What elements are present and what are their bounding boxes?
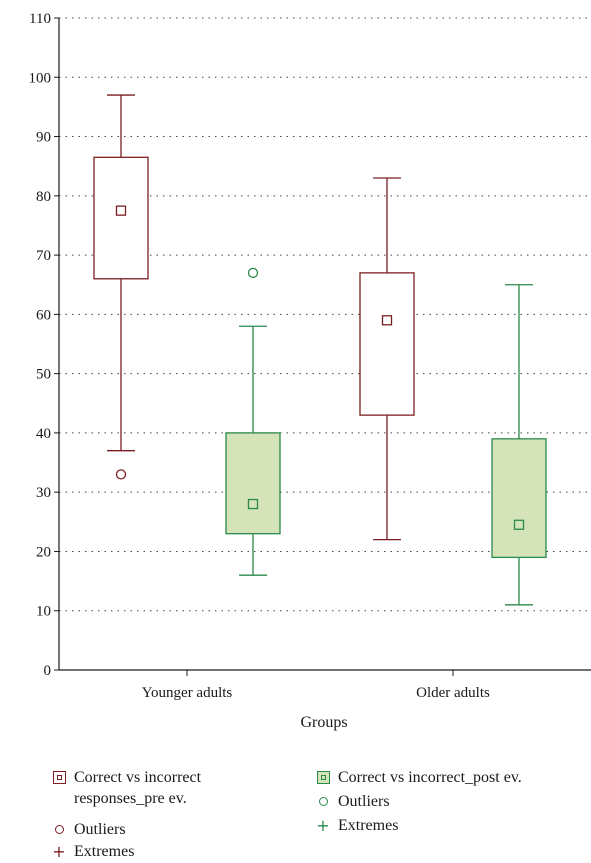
y-tick-label: 10: [36, 604, 51, 620]
y-tick-label: 20: [36, 544, 51, 560]
box-1-1: [491, 284, 547, 606]
plot-area: [93, 94, 547, 606]
y-tick-label: 70: [36, 248, 51, 264]
y-tick-label: 50: [36, 367, 51, 383]
box-0-0: [93, 94, 149, 480]
box-1-0: [225, 267, 281, 576]
y-tick-label: 30: [36, 485, 51, 501]
box-iqr: [225, 432, 281, 535]
box-iqr: [491, 438, 547, 559]
mean-marker: [247, 498, 259, 510]
y-tick-label: 60: [36, 307, 51, 323]
x-tick-label: Younger adults: [142, 685, 233, 701]
mean-marker: [381, 315, 393, 326]
y-tick-label: 80: [36, 189, 51, 205]
y-tick-label: 90: [36, 130, 51, 146]
y-tick-label: 40: [36, 426, 51, 442]
outlier-point: [115, 469, 127, 480]
mean-marker: [513, 519, 525, 530]
y-tick-label: 100: [29, 70, 52, 86]
y-tick-label: 0: [44, 663, 52, 679]
box-iqr: [93, 156, 149, 280]
box-iqr: [359, 272, 415, 416]
mean-marker: [115, 205, 127, 216]
outlier-point: [247, 267, 259, 279]
x-tick-label: Older adults: [416, 685, 490, 701]
axes: 0 10 20 30 40 50 60 70 80 90 100 110 Younger adults O…: [29, 11, 591, 701]
x-axis-label: Groups: [300, 714, 347, 731]
y-tick-label: 110: [29, 11, 51, 27]
box-0-1: [359, 177, 415, 541]
